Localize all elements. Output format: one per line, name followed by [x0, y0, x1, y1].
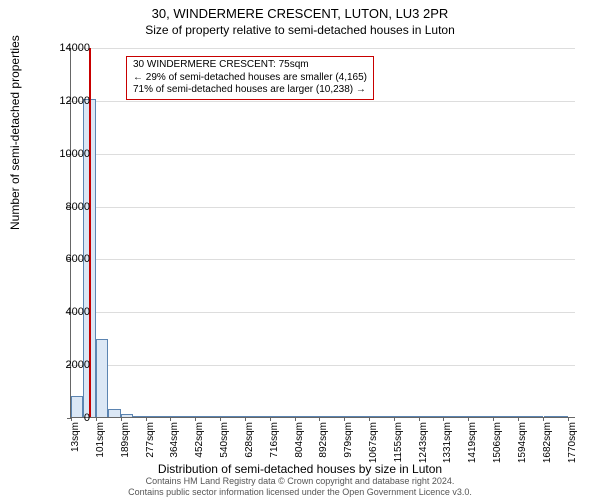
histogram-bar [506, 416, 518, 417]
annotation-line3: 71% of semi-detached houses are larger (… [133, 84, 367, 97]
histogram-bar [320, 416, 332, 417]
x-tick-mark [543, 417, 544, 421]
x-axis-label: Distribution of semi-detached houses by … [0, 462, 600, 476]
x-tick-mark [195, 417, 196, 421]
y-axis-label: Number of semi-detached properties [8, 35, 22, 230]
gridline-h [71, 101, 575, 102]
y-tick-label: 6000 [40, 253, 90, 265]
histogram-bar [382, 416, 394, 417]
x-tick-mark [295, 417, 296, 421]
copyright-line2: Contains public sector information licen… [0, 487, 600, 498]
copyright-line1: Contains HM Land Registry data © Crown c… [0, 476, 600, 487]
x-tick-mark [220, 417, 221, 421]
chart-title: 30, WINDERMERE CRESCENT, LUTON, LU3 2PR [0, 0, 600, 21]
y-tick-label: 12000 [40, 95, 90, 107]
annotation-line2: ← 29% of semi-detached houses are smalle… [133, 72, 367, 85]
histogram-bar [531, 416, 543, 417]
histogram-bar [432, 416, 444, 417]
x-tick-mark [419, 417, 420, 421]
histogram-bar [108, 409, 120, 417]
copyright-text: Contains HM Land Registry data © Crown c… [0, 476, 600, 498]
x-tick-mark [170, 417, 171, 421]
histogram-bar [345, 416, 357, 417]
histogram-bar [270, 416, 282, 417]
y-tick-label: 8000 [40, 201, 90, 213]
histogram-bar [556, 416, 568, 417]
x-tick-mark [369, 417, 370, 421]
histogram-bar [407, 416, 419, 417]
histogram-bar [456, 416, 468, 417]
x-tick-mark [394, 417, 395, 421]
gridline-h [71, 48, 575, 49]
x-tick-mark [245, 417, 246, 421]
gridline-h [71, 365, 575, 366]
y-tick-label: 0 [40, 412, 90, 424]
histogram-bar [183, 416, 195, 417]
histogram-bar [170, 416, 182, 417]
x-tick-mark [468, 417, 469, 421]
x-tick-mark [344, 417, 345, 421]
x-tick-mark [518, 417, 519, 421]
y-tick-label: 14000 [40, 42, 90, 54]
gridline-h [71, 154, 575, 155]
annotation-line1: 30 WINDERMERE CRESCENT: 75sqm [133, 59, 367, 72]
x-tick-mark [121, 417, 122, 421]
histogram-bar [282, 416, 294, 417]
x-tick-mark [319, 417, 320, 421]
histogram-bar [369, 416, 381, 417]
x-tick-mark [443, 417, 444, 421]
histogram-bar [258, 416, 270, 417]
histogram-bar [519, 416, 531, 417]
y-tick-label: 2000 [40, 359, 90, 371]
histogram-bar [332, 416, 344, 417]
histogram-bar [233, 416, 245, 417]
y-tick-label: 4000 [40, 306, 90, 318]
histogram-bar [220, 416, 232, 417]
histogram-bar [419, 416, 431, 417]
annotation-box: 30 WINDERMERE CRESCENT: 75sqm← 29% of se… [126, 56, 374, 100]
x-tick-mark [96, 417, 97, 421]
histogram-bar [245, 416, 257, 417]
histogram-bar [469, 416, 481, 417]
histogram-bar [121, 414, 133, 417]
histogram-bar [208, 416, 220, 417]
histogram-bar [195, 416, 207, 417]
histogram-bar [357, 416, 369, 417]
histogram-bar [307, 416, 319, 417]
x-tick-mark [568, 417, 569, 421]
histogram-bar [146, 416, 158, 417]
histogram-bar [133, 416, 145, 417]
histogram-bar [481, 416, 493, 417]
gridline-h [71, 312, 575, 313]
histogram-bar [544, 416, 556, 417]
histogram-bar [494, 416, 506, 417]
histogram-bar [295, 416, 307, 417]
chart-subtitle: Size of property relative to semi-detach… [0, 21, 600, 37]
y-tick-label: 10000 [40, 148, 90, 160]
x-tick-mark [146, 417, 147, 421]
histogram-bar [444, 416, 456, 417]
chart-plot-area: 30 WINDERMERE CRESCENT: 75sqm← 29% of se… [70, 48, 575, 418]
histogram-bar [394, 416, 406, 417]
gridline-h [71, 259, 575, 260]
histogram-bar [158, 416, 170, 417]
x-tick-mark [270, 417, 271, 421]
histogram-bar [96, 339, 108, 417]
gridline-h [71, 207, 575, 208]
x-tick-mark [493, 417, 494, 421]
